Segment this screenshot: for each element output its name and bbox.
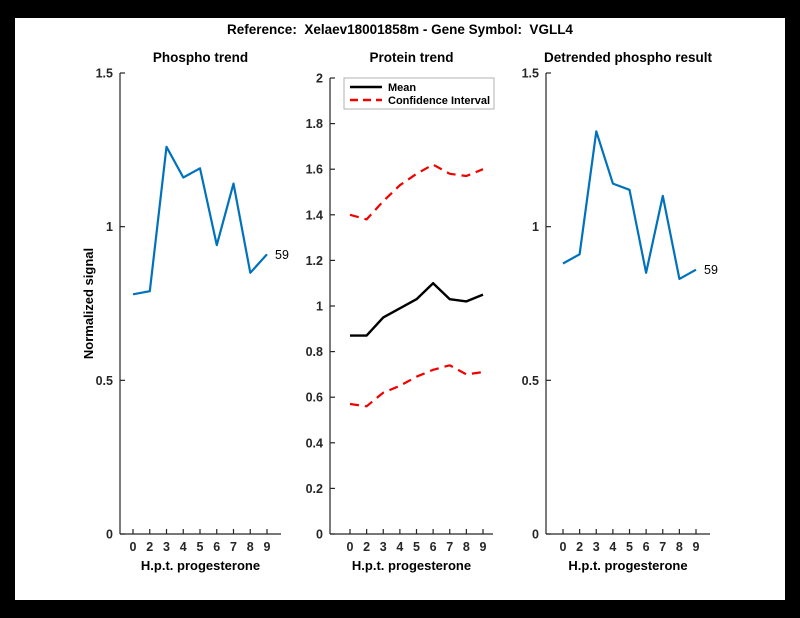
legend-box [343,77,495,110]
legend-label: Mean [388,82,416,94]
series-end-annotation: 59 [704,263,718,277]
x-tick-label: 8 [247,540,254,554]
y-tick-label: 1.4 [306,208,323,222]
subplot-title: Protein trend [369,50,453,65]
y-tick-label: 1.8 [306,117,323,131]
y-tick-label: 0.2 [306,482,323,496]
x-tick-label: 4 [609,540,616,554]
x-tick-label: 6 [213,540,220,554]
series-line-ci-lower [349,364,484,408]
y-tick-label: 0.5 [96,374,113,388]
x-tick-label: 3 [380,540,387,554]
x-axis-label: H.p.t. progesterone [568,558,687,573]
x-axis-label: H.p.t. progesterone [352,558,471,573]
series-end-annotation: 59 [275,248,289,262]
series-line-mean [350,282,484,337]
y-tick-label: 1.5 [522,67,539,81]
x-tick-label: 6 [643,540,650,554]
y-tick-label: 1 [106,220,113,234]
subplot-title: Detrended phospho result [544,50,713,65]
x-tick-label: 2 [363,540,370,554]
series-line-phospho-signal [132,145,268,296]
x-tick-label: 7 [446,540,453,554]
x-tick-label: 5 [197,540,204,554]
x-tick-label: 9 [693,540,700,554]
x-tick-label: 0 [347,540,354,554]
x-tick-label: 2 [146,540,153,554]
x-tick-label: 6 [430,540,437,554]
y-tick-label: 1 [316,300,323,314]
series-line-ci-upper [349,163,484,221]
subplot-title: Phospho trend [153,50,248,65]
x-tick-label: 2 [576,540,583,554]
x-tick-label: 0 [130,540,137,554]
x-tick-label: 4 [180,540,187,554]
x-tick-label: 3 [593,540,600,554]
y-tick-label: 0.5 [522,374,539,388]
y-tick-label: 1.5 [96,67,113,81]
x-tick-label: 8 [676,540,683,554]
y-tick-label: 1 [532,220,539,234]
y-tick-label: 0 [106,528,113,542]
y-tick-label: 2 [316,72,323,86]
series-line-detrended-phospho [562,130,697,280]
y-tick-label: 1.6 [306,163,323,177]
x-tick-label: 9 [264,540,271,554]
legend-label: Confidence Interval [388,95,490,107]
x-tick-label: 3 [163,540,170,554]
y-tick-label: 0.6 [306,391,323,405]
y-tick-label: 1.2 [306,254,323,268]
x-tick-label: 8 [463,540,470,554]
x-axis-label: H.p.t. progesterone [141,558,260,573]
y-tick-label: 0.8 [306,345,323,359]
y-tick-label: 0 [532,528,539,542]
x-tick-label: 5 [626,540,633,554]
x-tick-label: 9 [480,540,487,554]
x-tick-label: 4 [396,540,403,554]
y-tick-label: 0.4 [306,436,323,450]
figure-title: Reference: Xelaev18001858m - Gene Symbol… [227,22,573,37]
x-tick-label: 7 [230,540,237,554]
subplot-2: Protein trend 0 0.2 0.4 0.6 0.8 1 1.2 1.4 1.6 1.8 2… [306,50,495,573]
y-axis-label: Normalized signal [81,248,96,359]
x-tick-label: 0 [560,540,567,554]
y-tick-label: 0 [316,528,323,542]
x-tick-label: 5 [413,540,420,554]
x-tick-label: 7 [659,540,666,554]
